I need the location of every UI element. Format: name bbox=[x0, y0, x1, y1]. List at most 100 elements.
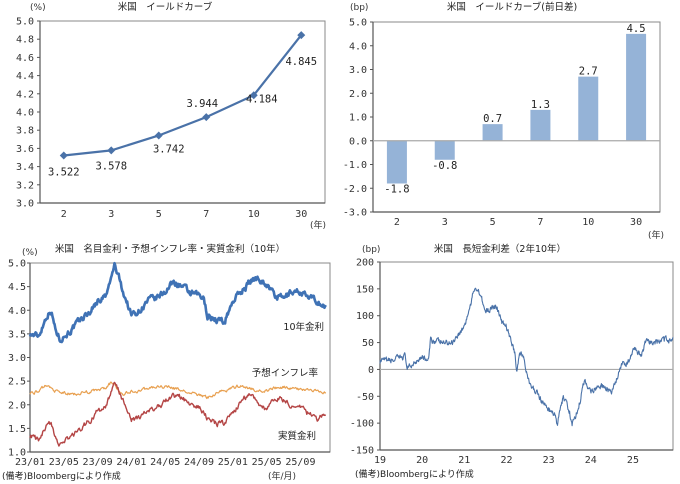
data-label: 3.578 bbox=[95, 160, 127, 172]
data-point-marker bbox=[297, 31, 306, 40]
x-tick-label: 24/09 bbox=[184, 457, 214, 468]
y-tick-label: 2.0 bbox=[8, 400, 26, 411]
x-tick-label: 21 bbox=[458, 455, 470, 466]
yield-curve-chart: (%) 米国 イールドカーブ 3.0 3.2 3.4 3.6 3.8 4.0 4.2 4.4 4… bbox=[16, 1, 326, 231]
y-tick-label: -3.0 bbox=[343, 208, 367, 219]
x-tick-label: 24/01 bbox=[116, 457, 146, 468]
x-tick-label: 23/05 bbox=[49, 457, 79, 468]
x-unit-label: (年) bbox=[310, 219, 326, 231]
bar bbox=[530, 109, 551, 141]
x-tick-label: 2 bbox=[61, 209, 67, 220]
x-tick-label: 5 bbox=[156, 209, 162, 220]
data-label: 4.5 bbox=[627, 23, 646, 35]
data-label: 3.522 bbox=[48, 166, 80, 178]
chart-title: 米国 名目金利・予想インフレ率・実質金利（10年） bbox=[55, 243, 285, 255]
chart-title: 米国 長短金利差（2年10年） bbox=[434, 243, 566, 255]
series-line bbox=[63, 34, 303, 157]
y-tick-label: 2.5 bbox=[8, 377, 26, 388]
y-tick-label: -100 bbox=[350, 419, 374, 430]
data-point-marker bbox=[59, 151, 68, 160]
bar bbox=[482, 124, 503, 141]
y-tick-label: 5.0 bbox=[349, 18, 367, 29]
x-tick-label: 25/05 bbox=[252, 457, 282, 468]
x-tick-label: 19 bbox=[374, 455, 386, 466]
y-tick-label: 150 bbox=[356, 284, 374, 295]
x-tick-label: 23/09 bbox=[83, 457, 113, 468]
y-tick-label: 0 bbox=[368, 365, 374, 376]
footnote: (備考)Bloombergにより作成 bbox=[2, 470, 121, 482]
y-tick-label: 5.0 bbox=[8, 259, 26, 270]
spread-chart: (bp) 米国 長短金利差（2年10年） -150 -100 -50 0 50 100 15… bbox=[350, 243, 674, 480]
y-tick-label: 4.0 bbox=[349, 41, 367, 52]
y-tick-label: 3.2 bbox=[16, 180, 34, 191]
x-unit-label: (年) bbox=[648, 229, 664, 241]
data-label: 2.7 bbox=[579, 66, 598, 78]
data-label: -1.8 bbox=[384, 184, 409, 196]
y-unit-label: (bp) bbox=[362, 245, 380, 255]
y-tick-label: 2.0 bbox=[349, 89, 367, 100]
y-tick-label: 0.0 bbox=[349, 136, 367, 147]
data-label: -0.8 bbox=[432, 160, 457, 172]
y-tick-label: -50 bbox=[356, 392, 374, 403]
y-tick-label: 3.0 bbox=[8, 353, 26, 364]
legend-real: 実質金利 bbox=[278, 430, 316, 442]
series-line-0 bbox=[28, 261, 327, 344]
y-unit-label: (bp) bbox=[350, 3, 368, 13]
y-tick-label: 200 bbox=[356, 258, 374, 269]
y-tick-label: 1.5 bbox=[8, 424, 26, 435]
data-label: 3.742 bbox=[153, 143, 185, 155]
series-line bbox=[379, 287, 674, 427]
yield-curve-change-chart: (bp) 米国 イールドカーブ(前日差) -3.0 -2.0 -1.0 0.0 1.0 2… bbox=[343, 1, 664, 241]
chart-title: 米国 イールドカーブ bbox=[118, 1, 213, 13]
y-unit-label: (%) bbox=[30, 3, 46, 13]
y-tick-label: 5.0 bbox=[16, 17, 34, 28]
x-tick-label: 24 bbox=[585, 455, 597, 466]
y-tick-label: 1.0 bbox=[349, 113, 367, 124]
x-tick-label: 7 bbox=[537, 217, 543, 228]
x-tick-label: 25 bbox=[627, 455, 639, 466]
data-point-marker bbox=[154, 131, 163, 140]
bar bbox=[434, 140, 455, 160]
y-tick-label: 100 bbox=[356, 311, 374, 322]
y-tick-label: 3.8 bbox=[16, 126, 34, 137]
x-tick-label: 25/01 bbox=[218, 457, 248, 468]
y-tick-label: 4.0 bbox=[16, 108, 34, 119]
x-tick-label: 5 bbox=[490, 217, 496, 228]
plot-area bbox=[39, 20, 326, 204]
y-tick-label: 4.4 bbox=[16, 71, 34, 82]
x-tick-label: 2 bbox=[394, 217, 400, 228]
y-tick-label: 50 bbox=[362, 338, 374, 349]
x-tick-label: 3 bbox=[108, 209, 114, 220]
series-line-1 bbox=[29, 381, 327, 400]
y-tick-label: 4.8 bbox=[16, 35, 34, 46]
y-tick-label: 3.4 bbox=[16, 162, 34, 173]
y-tick-label: 3.5 bbox=[8, 329, 26, 340]
x-tick-label: 23/01 bbox=[15, 457, 45, 468]
bar bbox=[578, 76, 599, 141]
y-tick-label: 3.0 bbox=[349, 65, 367, 76]
x-tick-label: 25/09 bbox=[285, 457, 315, 468]
legend-inflation: 予想インフレ率 bbox=[252, 367, 319, 379]
x-tick-label: 3 bbox=[442, 217, 448, 228]
y-tick-label: -2.0 bbox=[343, 184, 367, 195]
legend-nominal: 10年金利 bbox=[283, 321, 324, 333]
y-tick-label: 4.2 bbox=[16, 89, 34, 100]
x-tick-label: 10 bbox=[582, 217, 594, 228]
x-tick-label: 24/05 bbox=[150, 457, 180, 468]
x-tick-label: 10 bbox=[248, 209, 260, 220]
nominal-inflation-real-chart: (%) 米国 名目金利・予想インフレ率・実質金利（10年） 1.0 1.5 2.0 2… bbox=[2, 243, 331, 482]
data-label: 3.944 bbox=[186, 98, 218, 110]
data-point-marker bbox=[107, 146, 116, 155]
y-tick-label: 3.0 bbox=[16, 199, 34, 210]
y-tick-label: 4.6 bbox=[16, 53, 34, 64]
x-tick-label: 30 bbox=[295, 209, 307, 220]
data-label: 1.3 bbox=[531, 99, 550, 111]
footnote: (備考)Bloombergにより作成 bbox=[355, 468, 474, 480]
y-tick-label: 4.0 bbox=[8, 306, 26, 317]
x-unit-label: (年/月) bbox=[268, 470, 296, 482]
x-tick-label: 7 bbox=[203, 209, 209, 220]
x-tick-label: 30 bbox=[630, 217, 642, 228]
data-label: 4.184 bbox=[246, 93, 278, 105]
y-unit-label: (%) bbox=[22, 248, 38, 258]
